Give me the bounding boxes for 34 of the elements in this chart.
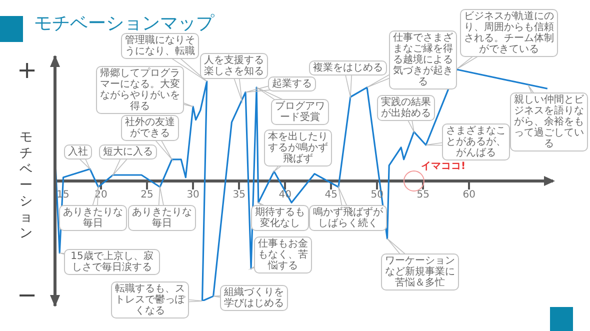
annotation: 社外の友達ができる	[121, 115, 179, 141]
annotation: 組織づくりを学びはじめる	[220, 285, 288, 311]
annotation: 仕事でさまざまなご縁を得る越境による気づきが起きる	[389, 30, 457, 90]
x-tick-label: 55	[416, 190, 430, 201]
annotation: 実践の結果が出始める	[377, 95, 435, 121]
annotation: ブログアワード受賞	[271, 99, 329, 125]
annotation: ありきたりな毎日	[128, 205, 196, 231]
x-tick-label: 45	[324, 190, 338, 201]
annotation: ワーケーションなど新規事業に苦悩＆多忙	[381, 254, 459, 290]
chart-title: モチベーションマップ	[34, 12, 214, 34]
text: +	[16, 56, 38, 84]
annotation: 複業をはじめる	[309, 60, 387, 76]
annotation: 人を支援する楽しさを知る	[200, 53, 268, 79]
annotation: 親しい仲間とビジネスを語りながら、余裕をもって過ごしている	[510, 92, 588, 152]
annotation: 仕事もお金もなく、苦悩する	[254, 236, 312, 274]
annotation: 期待するも変化なし	[251, 205, 309, 231]
x-tick-label: 30	[186, 190, 200, 201]
annotation: イマココ!	[420, 160, 466, 173]
annotation: 本を出したりするが鳴かず飛ばず	[264, 130, 332, 166]
x-tick-label: 25	[140, 190, 154, 201]
annotation: 鳴かず飛ばずがしばらく続く	[309, 205, 387, 231]
annotation: 短大に入る	[99, 144, 157, 160]
annotation: ビジネスが軌道にのり、周囲からも信頼される。チーム体制ができている	[460, 9, 558, 57]
x-tick-label: 60	[462, 190, 476, 201]
annotation: 入社	[64, 144, 92, 160]
y-axis-title: モチベーション	[19, 130, 33, 242]
annotation: 帰郷してプログラマーになる。大変ながらやりがいを得る	[96, 66, 184, 114]
text: −	[16, 281, 38, 309]
annotation: 管理職になりそうになり、転職	[121, 33, 199, 59]
annotation: さまざまなことがあるが、がんばる	[442, 124, 510, 160]
annotation: ありきたりな毎日	[59, 205, 127, 231]
annotation: 起業する	[268, 76, 316, 92]
annotation: 転職するも、ストレスで鬱っぽくなる	[111, 282, 189, 318]
x-tick-label: 35	[232, 190, 246, 201]
